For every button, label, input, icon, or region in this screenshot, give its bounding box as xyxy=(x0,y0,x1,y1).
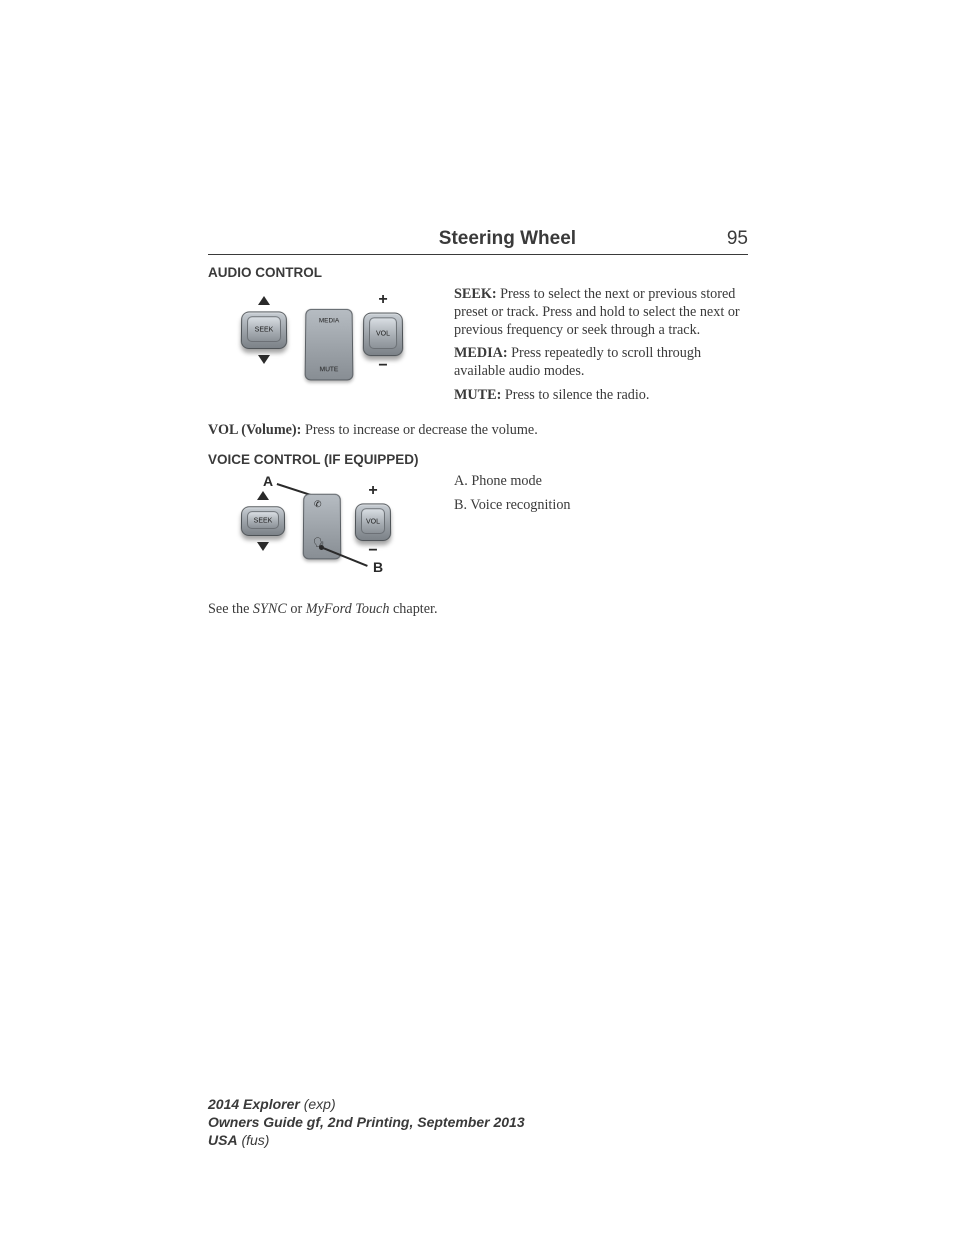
voice-recognition-icon: 🗣 xyxy=(313,537,324,548)
see-myford: MyFord Touch xyxy=(306,601,390,617)
vol-button-group: + VOL − xyxy=(363,292,403,374)
voice-item-a: A. Phone mode xyxy=(454,473,748,491)
vol-button-label: VOL xyxy=(376,330,390,337)
seek-button-group: SEEK xyxy=(241,296,287,364)
seek-down-arrow-icon xyxy=(258,355,270,364)
voice-item-b: B. Voice recognition xyxy=(454,497,748,515)
footer-region: USA xyxy=(208,1132,238,1148)
voice-seek-up-arrow-icon xyxy=(257,491,269,500)
footer-model: 2014 Explorer xyxy=(208,1096,300,1112)
vol-description: VOL (Volume): Press to increase or decre… xyxy=(208,422,748,440)
vol-text: Press to increase or decrease the volume… xyxy=(301,422,537,438)
seek-button: SEEK xyxy=(241,311,288,349)
mute-text: Press to silence the radio. xyxy=(501,387,649,403)
audio-control-heading: AUDIO CONTROL xyxy=(208,265,748,280)
mute-term: MUTE: xyxy=(454,387,501,403)
footer-line-2: Owners Guide gf, 2nd Printing, September… xyxy=(208,1113,525,1131)
seek-term: SEEK: xyxy=(454,286,497,302)
voice-seek-button: SEEK xyxy=(241,506,285,536)
footer-line-3: USA (fus) xyxy=(208,1131,525,1149)
mute-description: MUTE: Press to silence the radio. xyxy=(454,387,748,405)
footer-region-code: (fus) xyxy=(238,1132,270,1148)
footer-model-code: (exp) xyxy=(300,1096,336,1112)
plus-icon: + xyxy=(378,292,387,308)
phone-icon: ✆ xyxy=(314,499,322,510)
media-term: MEDIA: xyxy=(454,345,508,361)
voice-vol-button-label: VOL xyxy=(366,518,380,525)
minus-icon: − xyxy=(378,358,387,374)
voice-minus-icon: − xyxy=(368,543,377,559)
seek-text: Press to select the next or previous sto… xyxy=(454,286,740,338)
page-number: 95 xyxy=(727,228,748,250)
see-prefix: See the xyxy=(208,601,253,617)
footer-line-1: 2014 Explorer (exp) xyxy=(208,1095,525,1113)
voice-seek-button-label: SEEK xyxy=(254,517,273,524)
vol-term: VOL (Volume): xyxy=(208,422,301,438)
see-suffix: chapter. xyxy=(389,601,437,617)
media-description: MEDIA: Press repeatedly to scroll throug… xyxy=(454,345,748,381)
seek-up-arrow-icon xyxy=(258,296,270,305)
mute-label: MUTE xyxy=(320,366,339,373)
page-header: Steering Wheel 95 xyxy=(208,228,748,255)
see-or: or xyxy=(287,601,306,617)
voice-see-note: See the SYNC or MyFord Touch chapter. xyxy=(208,601,748,619)
voice-seek-button-group: SEEK xyxy=(241,491,285,551)
callout-b-label: B xyxy=(373,559,383,575)
section-title: Steering Wheel xyxy=(288,228,727,250)
audio-control-figure: SEEK MEDIA MUTE + VOL − xyxy=(208,286,438,416)
media-label: MEDIA xyxy=(319,318,339,325)
voice-control-figure: A SEEK ✆ 🗣 + xyxy=(208,473,438,593)
voice-seek-down-arrow-icon xyxy=(257,542,269,551)
seek-description: SEEK: Press to select the next or previo… xyxy=(454,286,748,339)
see-sync: SYNC xyxy=(253,601,287,617)
footer-guide: Owners Guide gf, 2nd Printing, September… xyxy=(208,1114,525,1130)
callout-a-label: A xyxy=(263,473,273,489)
page-footer: 2014 Explorer (exp) Owners Guide gf, 2nd… xyxy=(208,1095,525,1150)
voice-control-heading: VOICE CONTROL (IF EQUIPPED) xyxy=(208,452,748,467)
voice-vol-button: VOL xyxy=(355,503,391,541)
vol-button: VOL xyxy=(363,313,404,357)
voice-vol-button-group: + VOL − xyxy=(355,483,391,559)
voice-plus-icon: + xyxy=(368,483,377,499)
seek-button-label: SEEK xyxy=(255,326,274,333)
media-mute-panel: MEDIA MUTE xyxy=(305,309,354,381)
